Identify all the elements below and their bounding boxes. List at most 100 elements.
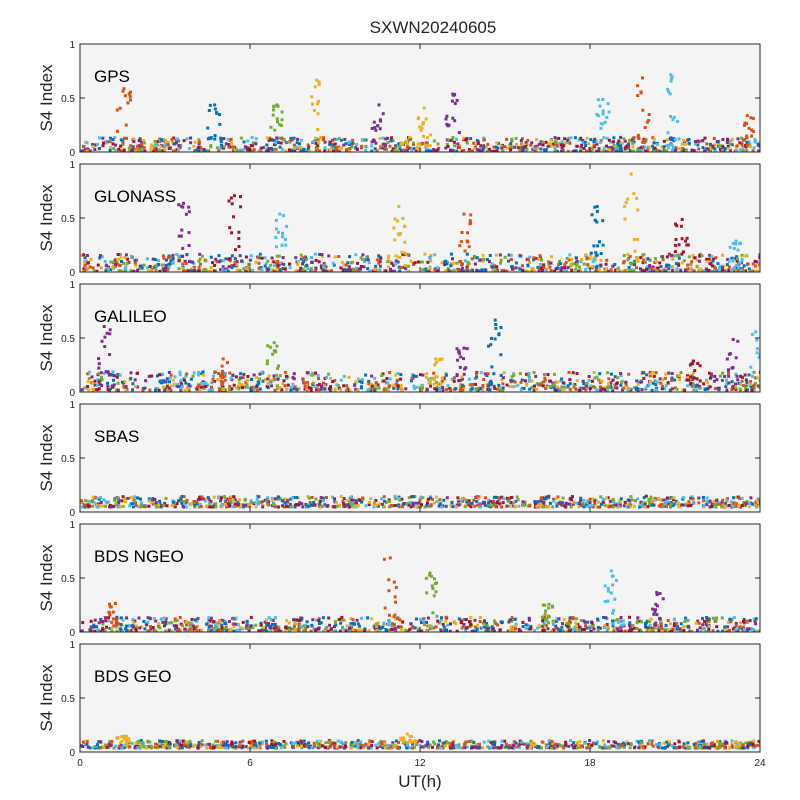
- data-point: [721, 629, 725, 632]
- data-point: [205, 504, 208, 508]
- data-point: [213, 264, 217, 267]
- data-point: [409, 137, 413, 141]
- data-point: [649, 629, 653, 632]
- data-point: [743, 373, 747, 377]
- data-point: [653, 498, 657, 502]
- data-point: [711, 146, 715, 150]
- data-point: [245, 383, 249, 387]
- data-point: [424, 147, 428, 150]
- data-point: [273, 143, 276, 147]
- data-point: [494, 504, 498, 508]
- data-point: [323, 503, 327, 507]
- data-point: [490, 365, 494, 369]
- data-point: [550, 629, 553, 632]
- data-point: [617, 139, 621, 143]
- data-point: [360, 378, 364, 382]
- data-point: [167, 628, 171, 632]
- data-point: [143, 149, 147, 152]
- data-point: [760, 380, 763, 383]
- data-point: [139, 501, 143, 505]
- data-point: [741, 376, 744, 379]
- data-point: [714, 505, 718, 509]
- data-point: [684, 148, 688, 152]
- data-point: [266, 259, 270, 263]
- data-point: [521, 268, 525, 272]
- data-point: [658, 377, 662, 381]
- data-point: [121, 140, 125, 144]
- data-point: [223, 378, 227, 382]
- data-point: [704, 388, 707, 391]
- data-point: [748, 619, 752, 623]
- data-point: [99, 618, 103, 621]
- data-point: [374, 128, 378, 132]
- data-point: [560, 140, 564, 144]
- data-point: [544, 140, 548, 144]
- data-point: [333, 497, 336, 501]
- data-point: [462, 357, 465, 361]
- data-point: [516, 383, 520, 387]
- data-point: [705, 500, 709, 503]
- data-point: [689, 381, 693, 385]
- data-point: [171, 378, 175, 382]
- data-point: [455, 629, 459, 632]
- data-point: [267, 622, 270, 625]
- data-point: [202, 373, 206, 377]
- data-point: [242, 503, 246, 507]
- data-point: [741, 138, 745, 142]
- data-point: [124, 388, 128, 392]
- data-point: [242, 267, 246, 271]
- data-point: [310, 260, 314, 264]
- data-point: [230, 500, 234, 504]
- data-point: [465, 269, 469, 272]
- data-point: [664, 623, 668, 627]
- data-point: [242, 147, 246, 151]
- data-point: [487, 344, 490, 348]
- data-point: [655, 386, 658, 390]
- data-point: [357, 624, 361, 628]
- data-point: [543, 148, 546, 152]
- data-point: [725, 498, 729, 502]
- data-point: [297, 269, 301, 272]
- data-point: [703, 149, 707, 152]
- data-point: [466, 231, 469, 235]
- data-point: [349, 624, 353, 628]
- data-point: [665, 255, 669, 259]
- data-point: [147, 499, 151, 503]
- data-point: [535, 138, 539, 142]
- data-point: [415, 617, 418, 621]
- data-point: [552, 372, 556, 376]
- data-point: [283, 501, 287, 505]
- data-point: [139, 497, 142, 501]
- data-point: [671, 255, 675, 259]
- data-point: [444, 259, 448, 263]
- data-point: [350, 141, 354, 145]
- data-point: [636, 387, 640, 391]
- data-point: [488, 381, 492, 385]
- data-point: [152, 265, 156, 269]
- data-point: [597, 268, 601, 272]
- data-point: [742, 625, 746, 629]
- data-point: [325, 375, 329, 379]
- data-point: [651, 381, 655, 385]
- data-point: [245, 624, 248, 628]
- data-point: [304, 626, 308, 630]
- data-point: [193, 503, 197, 507]
- data-point: [721, 371, 725, 375]
- data-point: [613, 619, 617, 623]
- data-point: [297, 622, 301, 626]
- data-point: [308, 149, 311, 152]
- data-point: [456, 358, 460, 362]
- data-point: [751, 269, 755, 272]
- data-point: [315, 385, 319, 389]
- data-point: [292, 618, 296, 622]
- data-point: [133, 258, 137, 262]
- data-point: [584, 144, 588, 147]
- data-point: [577, 138, 581, 142]
- data-point: [166, 388, 170, 392]
- data-point: [119, 144, 123, 148]
- data-point: [384, 501, 388, 504]
- data-point: [511, 385, 515, 389]
- data-point: [156, 505, 160, 509]
- data-point: [574, 267, 578, 271]
- data-point: [323, 140, 327, 144]
